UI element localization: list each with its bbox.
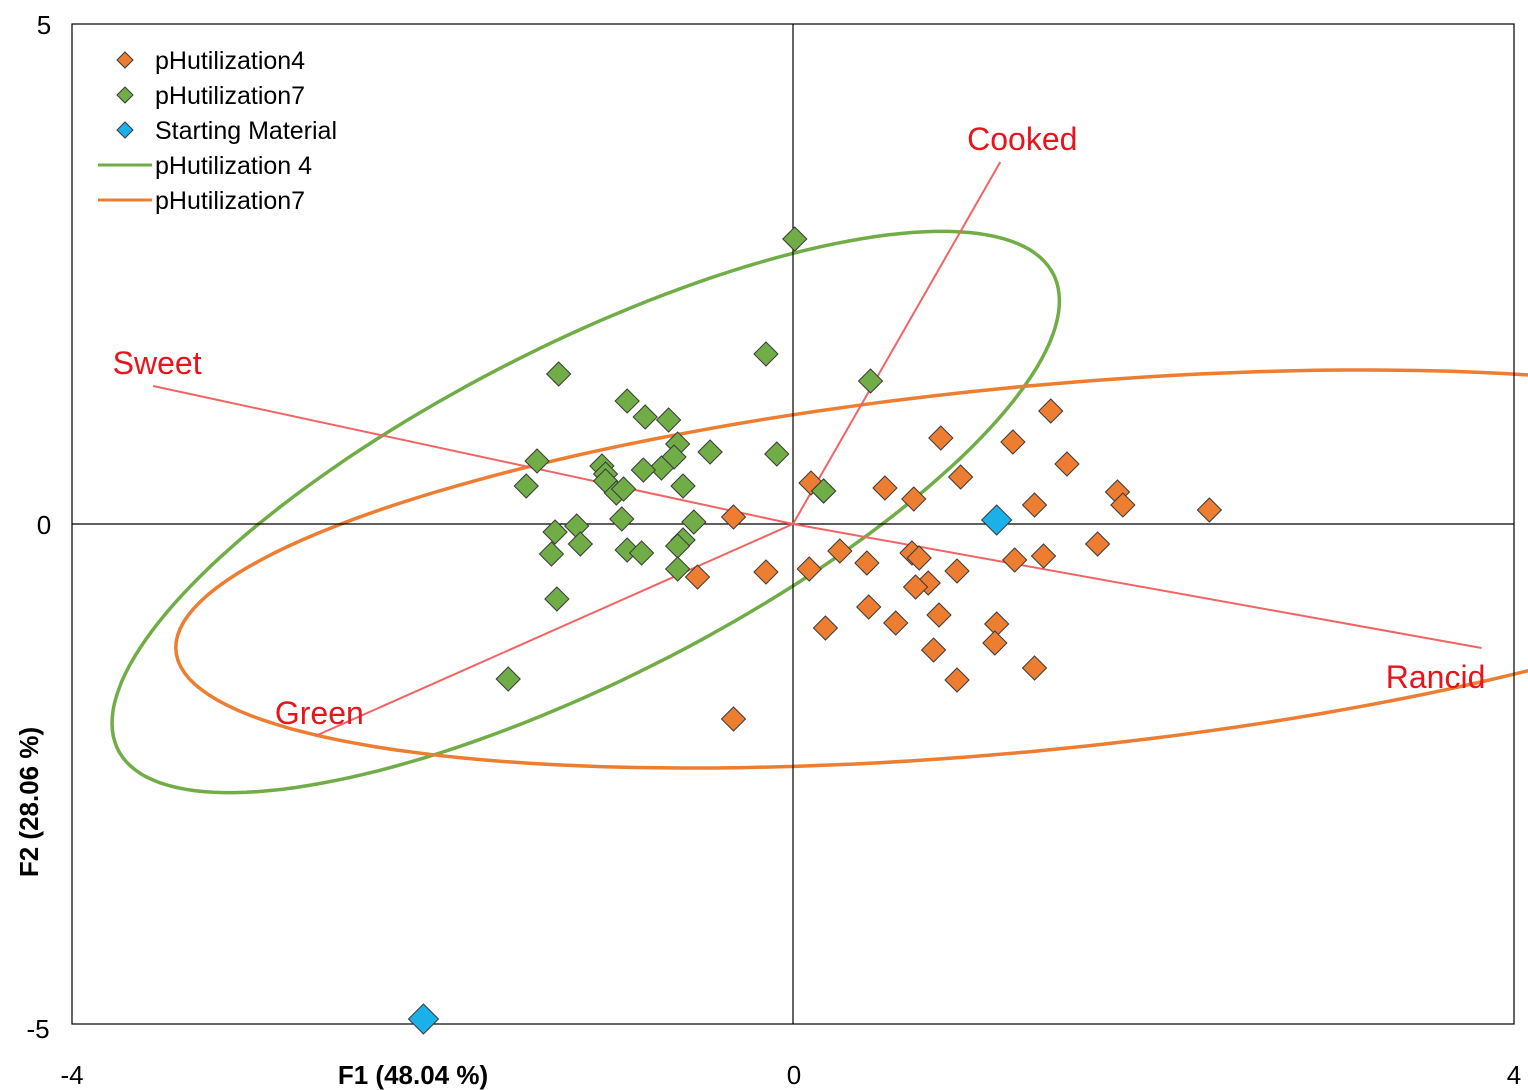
legend: pHutilization4 pHutilization7 Starting Mat… [98,47,337,215]
confidence-ellipse [174,368,1528,770]
data-point [1021,492,1048,518]
data-point [524,448,550,474]
data-point [614,388,640,414]
data-point [1002,547,1028,573]
data-point [1054,451,1080,477]
data-point [610,476,637,502]
data-point [684,564,711,590]
data-point [567,531,594,557]
data-point [720,504,747,530]
data-point [495,666,521,692]
data-point [655,407,682,433]
tick-labels: 5 0 -5 -4 0 4 [26,10,1521,1090]
data-point [664,556,691,582]
data-point [630,457,657,483]
data-point [753,559,779,585]
data-point [697,439,723,465]
data-point [854,550,880,576]
data-point [796,556,822,582]
data-point [857,368,884,394]
data-point [628,540,655,566]
x-tick-label: 0 [787,1060,801,1090]
data-point [920,637,947,663]
vector-line [792,161,1002,525]
legend-marker [116,121,134,139]
data-point [1021,655,1048,681]
data-point [538,541,565,567]
vector-label: Rancid [1386,659,1486,695]
data-point [1196,497,1223,523]
data-point [632,404,658,430]
data-point [947,464,974,490]
data-point [681,509,707,535]
data-point [753,341,779,367]
legend-label: pHutilization4 [155,47,305,75]
y-tick-label: 0 [37,510,51,540]
y-tick-label: 5 [37,10,51,40]
data-point [1110,492,1136,518]
data-point [513,473,539,499]
confidence-ellipse [110,229,1062,795]
data-point [928,425,954,451]
data-point [883,610,909,636]
data-point [1084,531,1111,557]
data-point [764,441,790,467]
data-point [542,519,568,545]
x-axis-title: F1 (48.04 %) [338,1060,488,1090]
vector-label: Cooked [967,121,1077,157]
data-point [1000,429,1026,455]
legend-label: pHutilization7 [155,82,305,110]
data-point [872,475,898,501]
confidence-ellipses [110,229,1528,795]
data-point [670,473,696,499]
vector-line [152,385,794,525]
x-tick-label: -4 [60,1060,83,1090]
data-point [544,586,570,612]
data-point [827,538,853,564]
data-point [1038,398,1064,424]
vector-line [314,523,794,737]
data-point [609,506,635,532]
legend-marker [116,86,134,104]
legend-label: Starting Material [155,117,337,145]
data-point [944,667,970,693]
data-point [944,558,970,584]
x-tick-label: 4 [1507,1060,1521,1090]
data-point [926,602,952,628]
data-point [982,630,1008,656]
variable-vectors: Sweet Rancid Cooked Green [113,121,1486,737]
data-point [648,455,675,481]
data-point [782,226,808,252]
data-point [812,615,839,641]
vector-label: Green [275,695,364,731]
data-point [720,706,747,732]
data-point [1030,543,1057,569]
legend-marker [116,51,134,69]
data-points [407,226,1223,1035]
data-point [563,513,590,539]
vector-label: Sweet [113,345,202,381]
data-point [407,1003,440,1035]
y-axis-title: F2 (28.06 %) [14,727,44,877]
data-point [902,574,929,600]
legend-label: pHutilization 4 [155,152,312,180]
data-point [906,545,932,571]
y-tick-label: -5 [26,1014,49,1044]
data-point [810,478,837,504]
data-point [901,486,927,512]
data-point [855,594,882,620]
data-point [980,504,1013,536]
data-point [545,361,572,387]
legend-label: pHutilization7 [155,187,305,215]
